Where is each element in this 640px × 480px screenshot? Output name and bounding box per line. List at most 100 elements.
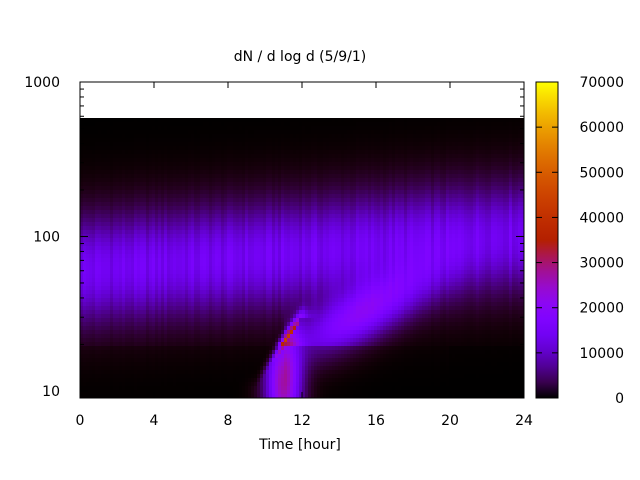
heatmap-cell [134, 162, 138, 167]
heatmap-cell [101, 242, 105, 247]
heatmap-cell [140, 310, 144, 315]
heatmap-cell [197, 106, 201, 111]
heatmap-cell [200, 86, 204, 91]
heatmap-cell [122, 386, 126, 391]
heatmap-cell [188, 170, 192, 175]
heatmap-cell [239, 310, 243, 315]
heatmap-cell [188, 114, 192, 119]
heatmap-cell [110, 258, 114, 263]
heatmap-cell [230, 282, 234, 287]
heatmap-cell [257, 294, 261, 299]
heatmap-cell [251, 354, 255, 359]
heatmap-cell [197, 150, 201, 155]
heatmap-cell [83, 82, 87, 87]
heatmap-cell [209, 394, 213, 398]
heatmap-cell [83, 362, 87, 367]
heatmap-cell [251, 302, 255, 307]
heatmap-cell [98, 130, 102, 135]
heatmap-cell [155, 134, 159, 139]
heatmap-cell [158, 362, 162, 367]
heatmap-cell [179, 190, 183, 195]
heatmap-cell [149, 238, 153, 243]
heatmap-cell [128, 86, 132, 91]
heatmap-cell [260, 166, 264, 171]
heatmap-cell [185, 390, 189, 395]
heatmap-cell [143, 310, 147, 315]
heatmap-cell [251, 114, 255, 119]
heatmap-cell [176, 386, 180, 391]
heatmap-cell [242, 290, 246, 295]
heatmap-cell [86, 206, 90, 211]
heatmap-cell [161, 198, 165, 203]
heatmap-cell [260, 206, 264, 211]
heatmap-cell [179, 186, 183, 191]
heatmap-cell [209, 370, 213, 375]
heatmap-cell [257, 306, 261, 311]
heatmap-cell [128, 210, 132, 215]
heatmap-cell [104, 150, 108, 155]
heatmap-cell [233, 122, 237, 127]
heatmap-cell [110, 102, 114, 107]
heatmap-cell [173, 214, 177, 219]
heatmap-cell [188, 362, 192, 367]
heatmap-cell [89, 150, 93, 155]
heatmap-cell [83, 354, 87, 359]
heatmap-cell [134, 258, 138, 263]
heatmap-cell [86, 350, 90, 355]
heatmap-cell [137, 370, 141, 375]
heatmap-cell [101, 118, 105, 123]
heatmap-cell [95, 386, 99, 391]
heatmap-cell [104, 310, 108, 315]
heatmap-cell [104, 278, 108, 283]
heatmap-cell [176, 346, 180, 351]
heatmap-cell [101, 82, 105, 87]
heatmap-cell [107, 326, 111, 331]
heatmap-cell [98, 98, 102, 103]
heatmap-cell [206, 390, 210, 395]
heatmap-cell [191, 302, 195, 307]
heatmap-cell [134, 274, 138, 279]
heatmap-cell [155, 182, 159, 187]
heatmap-cell [128, 286, 132, 291]
heatmap-cell [212, 310, 216, 315]
heatmap-cell [233, 322, 237, 327]
heatmap-cell [104, 98, 108, 103]
heatmap-cell [80, 378, 84, 383]
heatmap-cell [245, 350, 249, 355]
heatmap-cell [218, 330, 222, 335]
heatmap-cell [86, 86, 90, 91]
heatmap-cell [176, 370, 180, 375]
heatmap-cell [170, 142, 174, 147]
heatmap-cell [197, 286, 201, 291]
heatmap-cell [176, 122, 180, 127]
heatmap-cell [101, 250, 105, 255]
heatmap-cell [134, 186, 138, 191]
heatmap-cell [167, 178, 171, 183]
heatmap-cell [134, 138, 138, 143]
heatmap-cell [158, 286, 162, 291]
heatmap-cell [83, 346, 87, 351]
heatmap-cell [182, 242, 186, 247]
heatmap-cell [239, 330, 243, 335]
heatmap-cell [119, 150, 123, 155]
heatmap-cell [191, 306, 195, 311]
heatmap-cell [92, 346, 96, 351]
heatmap-cell [185, 250, 189, 255]
heatmap-cell [143, 86, 147, 91]
heatmap-cell [215, 306, 219, 311]
heatmap-cell [155, 258, 159, 263]
heatmap-cell [194, 198, 198, 203]
heatmap-cell [173, 346, 177, 351]
heatmap-cell [116, 230, 120, 235]
heatmap-cell [125, 218, 129, 223]
heatmap-cell [236, 306, 240, 311]
heatmap-cell [239, 202, 243, 207]
heatmap-cell [248, 178, 252, 183]
heatmap-cell [92, 222, 96, 227]
heatmap-cell [137, 358, 141, 363]
heatmap-cell [212, 286, 216, 291]
heatmap-cell [224, 202, 228, 207]
heatmap-cell [224, 190, 228, 195]
heatmap-cell [176, 86, 180, 91]
heatmap-cell [197, 134, 201, 139]
